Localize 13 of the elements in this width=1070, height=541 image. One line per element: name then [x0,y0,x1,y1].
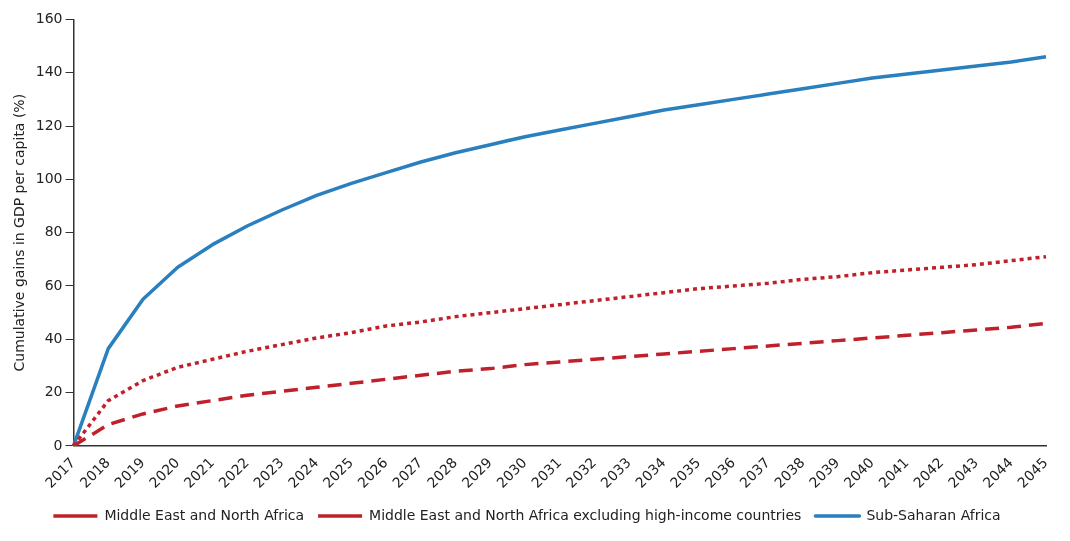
y-tick-label: 140 [35,63,63,80]
y-tick-label: 40 [44,329,63,346]
legend-label: Middle East and North Africa [104,506,305,523]
y-tick-label: 100 [35,169,63,186]
y-tick-label: 20 [44,383,63,400]
y-tick-label: 0 [53,436,63,453]
y-tick-label: 80 [44,223,63,240]
legend-label: Middle East and North Africa excluding high-income countries [369,506,802,523]
y-tick-label: 120 [35,116,63,133]
legend-label: Sub-Saharan Africa [866,506,1001,523]
y-tick-label: 160 [35,10,63,27]
y-tick-label: 60 [44,276,63,293]
y-axis-title: Cumulative gains in GDP per capita (%) [11,93,28,372]
